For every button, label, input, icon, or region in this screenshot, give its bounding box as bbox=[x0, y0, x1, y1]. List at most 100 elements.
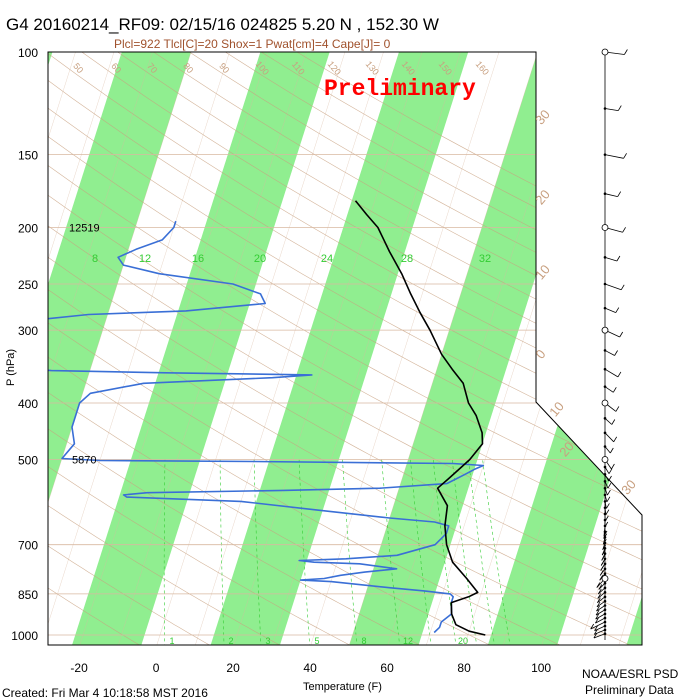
adiabat-label: 0 bbox=[532, 347, 548, 362]
calm-marker bbox=[601, 326, 609, 334]
wind-barb-flag bbox=[616, 255, 621, 262]
isotherm-line bbox=[653, 11, 700, 659]
temperature-tick-label: 80 bbox=[457, 661, 471, 675]
wind-barb-flag bbox=[611, 463, 615, 470]
wind-dot bbox=[603, 541, 607, 545]
wind-dot bbox=[603, 367, 607, 371]
temperature-tick-label: -20 bbox=[70, 661, 88, 675]
wind-barb-flag bbox=[596, 601, 601, 608]
wind-dot bbox=[603, 595, 607, 599]
wind-dot bbox=[603, 567, 607, 571]
wind-dot bbox=[603, 599, 607, 603]
wind-dot bbox=[603, 524, 607, 528]
wind-barb-flag bbox=[599, 574, 604, 581]
isotherm-line bbox=[614, 52, 642, 645]
footer-note: Preliminary Data bbox=[585, 683, 674, 697]
wind-barb bbox=[604, 108, 619, 111]
wind-barb bbox=[597, 592, 606, 599]
mixing-ratio-line bbox=[298, 459, 311, 645]
wind-barb-flag bbox=[606, 503, 610, 509]
height-label: 12519 bbox=[69, 223, 100, 235]
pressure-tick-label: 500 bbox=[18, 453, 38, 467]
wind-barb bbox=[594, 625, 606, 632]
isotherm-label: 160 bbox=[474, 59, 491, 77]
wind-barb bbox=[604, 350, 615, 356]
wind-barb-flag bbox=[593, 632, 598, 639]
wind-barb-flag bbox=[614, 350, 618, 356]
wind-barb-flag bbox=[595, 617, 599, 624]
isotherm-line bbox=[306, 52, 513, 645]
wind-barb-flag bbox=[601, 549, 606, 556]
calm-marker bbox=[601, 575, 609, 582]
temperature-tick-label: 40 bbox=[303, 661, 317, 675]
dry-adiabat bbox=[48, 52, 144, 645]
isotherm-band bbox=[48, 52, 205, 645]
pressure-tick-label: 850 bbox=[18, 588, 38, 602]
isotherm-line bbox=[113, 52, 320, 645]
isotherm-line bbox=[48, 52, 243, 645]
temperature-axis: -20 0 20 40 60 80 100 bbox=[70, 661, 551, 675]
wind-barb bbox=[604, 446, 611, 454]
wind-dot bbox=[603, 562, 607, 566]
wind-barb bbox=[596, 605, 606, 612]
chart-subtitle: Plcl=922 Tlcl[C]=20 Shox=1 Pwat[cm]=4 Ca… bbox=[114, 37, 391, 51]
wind-dot bbox=[603, 581, 607, 585]
wind-barb bbox=[604, 418, 613, 425]
wind-barb-flag bbox=[617, 371, 622, 378]
wind-barb bbox=[604, 386, 614, 393]
wind-dot bbox=[603, 546, 607, 550]
pressure-tick-label: 300 bbox=[18, 324, 38, 338]
isotherm-line bbox=[48, 52, 205, 645]
wind-dot bbox=[603, 557, 607, 561]
temperature-tick-label: 20 bbox=[226, 661, 240, 675]
wind-barb-flag bbox=[608, 468, 613, 474]
isotherm-line bbox=[267, 52, 474, 645]
wind-barb-flag bbox=[601, 555, 606, 561]
wind-barb-flag bbox=[598, 584, 603, 590]
wind-barbs bbox=[590, 48, 628, 640]
pressure-tick-label: 200 bbox=[18, 222, 38, 236]
isotherm-label: 90 bbox=[217, 61, 231, 75]
wind-dot bbox=[603, 552, 607, 555]
wind-dot bbox=[603, 107, 607, 110]
wind-dot bbox=[603, 518, 607, 522]
mixing-ratio-label: 8 bbox=[92, 253, 98, 265]
wind-barb-flag bbox=[605, 509, 610, 515]
mixing-ratio-line bbox=[451, 459, 478, 645]
dewpoint-line bbox=[48, 220, 485, 634]
x-axis-label: Temperature (F) bbox=[303, 681, 382, 693]
wind-dot bbox=[603, 282, 607, 286]
wind-barb-flag bbox=[609, 447, 614, 454]
wind-dot bbox=[603, 586, 607, 590]
wind-dot bbox=[603, 572, 607, 576]
wind-dot bbox=[603, 530, 607, 534]
wind-barb bbox=[595, 609, 606, 616]
mixing-ratio-label: 1 bbox=[169, 636, 174, 646]
isotherm-line bbox=[344, 52, 551, 645]
pressure-tick-label: 1000 bbox=[11, 629, 38, 643]
wind-barb bbox=[596, 600, 606, 608]
wind-dot bbox=[603, 536, 607, 539]
isotherm-line bbox=[152, 52, 359, 645]
wind-barb-flag bbox=[606, 496, 611, 503]
wind-barb-flag bbox=[595, 613, 600, 620]
pressure-tick-label: 700 bbox=[18, 539, 38, 553]
mixing-ratio-label: 5 bbox=[314, 636, 319, 646]
pressure-axis: 100 150 200 250 300 400 500 700 850 1000 bbox=[11, 46, 38, 643]
wind-dot bbox=[603, 153, 607, 156]
wind-barb-flag bbox=[623, 153, 627, 159]
isotherm-band bbox=[622, 52, 642, 645]
isotherm-line bbox=[48, 52, 128, 645]
plot-frame bbox=[47, 51, 643, 646]
wind-dot bbox=[603, 493, 607, 497]
wind-barb bbox=[597, 596, 606, 604]
wind-barb-flag bbox=[608, 475, 612, 482]
wind-dot bbox=[603, 632, 607, 636]
temperature-line bbox=[354, 200, 486, 636]
mixing-ratio-label: 20 bbox=[458, 636, 468, 646]
wind-dot bbox=[603, 624, 607, 628]
wind-dot bbox=[603, 385, 607, 388]
isotherm-line bbox=[48, 52, 166, 645]
wind-barb-flag bbox=[595, 609, 600, 616]
wind-dot bbox=[603, 604, 607, 607]
